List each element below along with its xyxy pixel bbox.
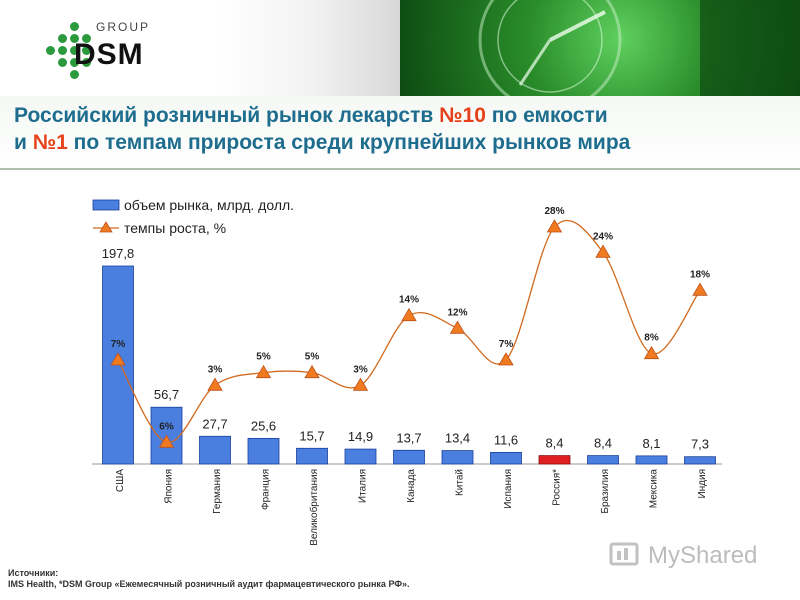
bar-5	[344, 448, 377, 465]
x-tick-label-2: Германия	[212, 469, 223, 514]
myshared-text: MyShared	[648, 542, 758, 569]
header-banner: GROUP DSM	[0, 0, 800, 96]
bar-value-label-1: 56,7	[154, 387, 179, 402]
source-note: Источники: IMS Health, *DSM Group «Ежеме…	[8, 568, 410, 590]
x-tick-label-7: Китай	[455, 469, 466, 496]
bar-value-label-4: 15,7	[299, 428, 324, 443]
bar-9	[538, 455, 571, 465]
bar-value-label-5: 14,9	[348, 429, 373, 444]
bar-11	[635, 455, 668, 465]
bar-value-label-6: 13,7	[396, 430, 421, 445]
bar-value-label-3: 25,6	[251, 418, 276, 433]
growth-point-3	[255, 364, 272, 379]
bar-7	[441, 450, 474, 465]
bar-value-label-12: 7,3	[691, 437, 709, 452]
growth-label-5: 3%	[353, 364, 368, 375]
legend-label-line: темпы роста, %	[124, 220, 226, 236]
bar-value-label-8: 11,6	[494, 432, 518, 447]
growth-point-2	[207, 377, 223, 391]
growth-point-8	[498, 352, 514, 366]
source-text: IMS Health, *DSM Group «Ежемесячный розн…	[8, 579, 410, 589]
growth-point-10	[595, 244, 611, 258]
title-bar	[0, 96, 800, 170]
x-tick-label-4: Великобритания	[308, 469, 320, 546]
x-tick-label-5: Италия	[358, 469, 369, 503]
growth-point-1	[158, 434, 175, 448]
growth-point-12	[692, 282, 708, 296]
source-heading: Источники:	[8, 568, 59, 578]
growth-label-2: 3%	[208, 364, 223, 375]
logo-brand-text: DSM	[74, 38, 144, 71]
x-tick-label-1: Япония	[164, 469, 175, 504]
growth-point-4	[304, 364, 320, 379]
legend-label-bar: объем рынка, млрд. долл.	[124, 197, 294, 213]
growth-label-9: 28%	[544, 206, 564, 217]
bar-10	[587, 455, 619, 465]
market-chart: 197,8 США 56,7 Япония 27,7 Германия 25,6 Франци…	[92, 197, 722, 546]
page-title-line1: Российский розничный рынок лекарств №10 …	[14, 104, 608, 127]
x-tick-label-0: США	[115, 469, 126, 492]
page-title-line2: и №1 по темпам прироста среди крупнейших…	[14, 131, 631, 154]
bar-value-label-7: 13,4	[445, 431, 470, 446]
bar-12	[684, 456, 716, 465]
bar-value-label-0: 197,8	[102, 246, 135, 261]
growth-label-10: 24%	[593, 231, 613, 242]
growth-point-7	[449, 320, 466, 334]
bar-value-label-2: 27,7	[202, 416, 227, 431]
growth-label-1: 6%	[159, 421, 174, 432]
legend-swatch-marker	[99, 221, 113, 233]
growth-label-6: 14%	[399, 295, 419, 306]
growth-label-11: 8%	[644, 333, 659, 344]
bar-3	[247, 437, 280, 465]
header-photo	[400, 0, 800, 96]
x-tick-label-9: Россия*	[552, 469, 563, 506]
x-tick-label-3: Франция	[261, 469, 272, 510]
growth-point-9	[546, 219, 563, 233]
growth-label-0: 7%	[111, 339, 126, 350]
growth-label-8: 7%	[499, 339, 514, 350]
growth-label-4: 5%	[305, 352, 320, 363]
legend-swatch-bar	[92, 199, 120, 211]
dsm-group-logo: GROUP DSM	[42, 18, 172, 82]
bar-value-label-10: 8,4	[594, 436, 612, 451]
bar-4	[296, 447, 328, 465]
growth-label-12: 18%	[690, 269, 710, 280]
bar-value-label-9: 8,4	[545, 436, 563, 451]
x-tick-label-12: Индия	[697, 469, 708, 499]
bar-8	[490, 451, 522, 465]
x-tick-label-6: Канада	[406, 469, 417, 503]
growth-point-0	[110, 352, 126, 366]
growth-label-3: 5%	[256, 352, 271, 363]
logo-group-text: GROUP	[96, 20, 151, 34]
growth-label-7: 12%	[447, 307, 467, 318]
growth-point-11	[643, 345, 660, 360]
x-tick-label-8: Испания	[503, 469, 514, 509]
bar-2	[199, 435, 231, 465]
bar-6	[393, 449, 425, 465]
myshared-icon	[609, 542, 639, 566]
growth-line	[117, 219, 701, 443]
bar-value-label-11: 8,1	[642, 436, 660, 451]
x-tick-label-11: Мексика	[649, 469, 660, 509]
growth-point-6	[401, 307, 417, 322]
logo-area: GROUP DSM	[0, 0, 400, 96]
myshared-watermark: MyShared	[608, 540, 768, 570]
x-tick-label-10: Бразилия	[600, 469, 611, 514]
growth-point-5	[352, 377, 369, 391]
